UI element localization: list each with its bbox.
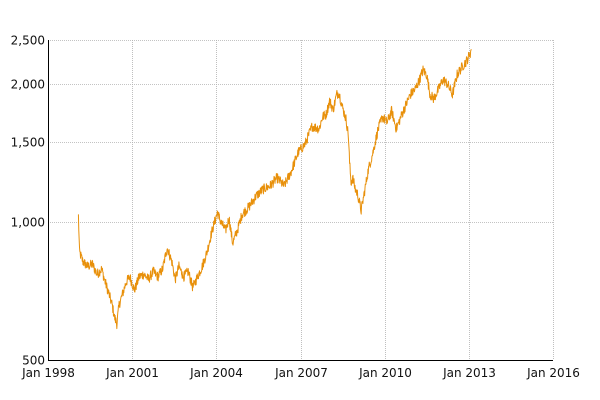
x-tick-label: Jan 2004	[189, 366, 243, 380]
tick-labels: 500 1,000 1,500 2,000 2,500 Jan 1998 Jan 2001 J…	[11, 34, 580, 381]
x-tick-label: Jan 2007	[274, 366, 328, 380]
x-tick-label: Jan 2016	[526, 366, 580, 380]
series-line	[77, 49, 472, 330]
grid	[48, 40, 554, 361]
x-tick-label: Jan 2013	[442, 366, 496, 380]
y-tick-label: 1,000	[11, 216, 45, 230]
axes	[48, 40, 553, 361]
x-tick-label: Jan 2001	[105, 366, 159, 380]
y-tick-label: 2,000	[11, 78, 45, 92]
y-tick-label: 2,500	[11, 34, 45, 48]
y-tick-label: 500	[22, 354, 45, 368]
y-tick-label: 1,500	[11, 136, 45, 150]
x-tick-label: Jan 1998	[21, 366, 75, 380]
x-tick-label: Jan 2010	[358, 366, 412, 380]
series-layer	[77, 49, 472, 330]
